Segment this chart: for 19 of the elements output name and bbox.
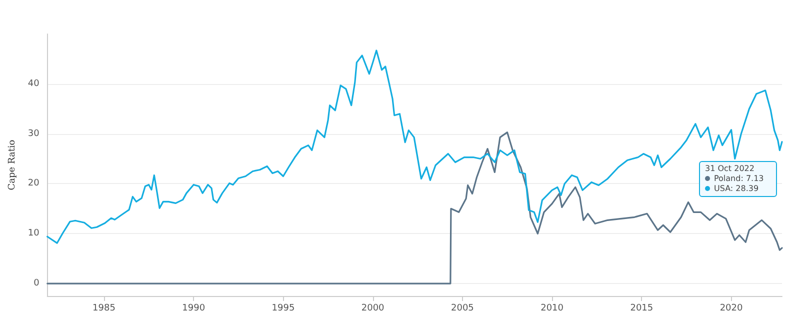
x-tick-label: 2000 — [361, 304, 385, 314]
annotation: USA: 28.39 — [714, 184, 759, 193]
x-tick-label: 2005 — [450, 304, 474, 314]
y-tick-label: 30 — [28, 128, 40, 139]
x-tick-label: 1995 — [272, 304, 295, 314]
line-series — [46, 50, 783, 244]
annotation: 31 Oct 2022 — [705, 164, 754, 173]
x-tick-label: 2020 — [720, 304, 744, 314]
x-tick-label: 2010 — [540, 304, 564, 314]
y-tick-label: 40 — [28, 78, 40, 89]
line-series — [46, 132, 783, 284]
y-tick-label: 20 — [28, 178, 40, 189]
annotation: Poland: 7.13 — [714, 174, 764, 183]
y-tick-label: 0 — [34, 278, 40, 289]
x-tick-label: 1985 — [92, 304, 116, 314]
y-tick-label: 10 — [28, 228, 40, 239]
y-axis-title: Cape Ratio — [8, 140, 18, 190]
x-tick-label: 1990 — [182, 304, 206, 314]
x-tick-label: 2015 — [630, 304, 654, 314]
